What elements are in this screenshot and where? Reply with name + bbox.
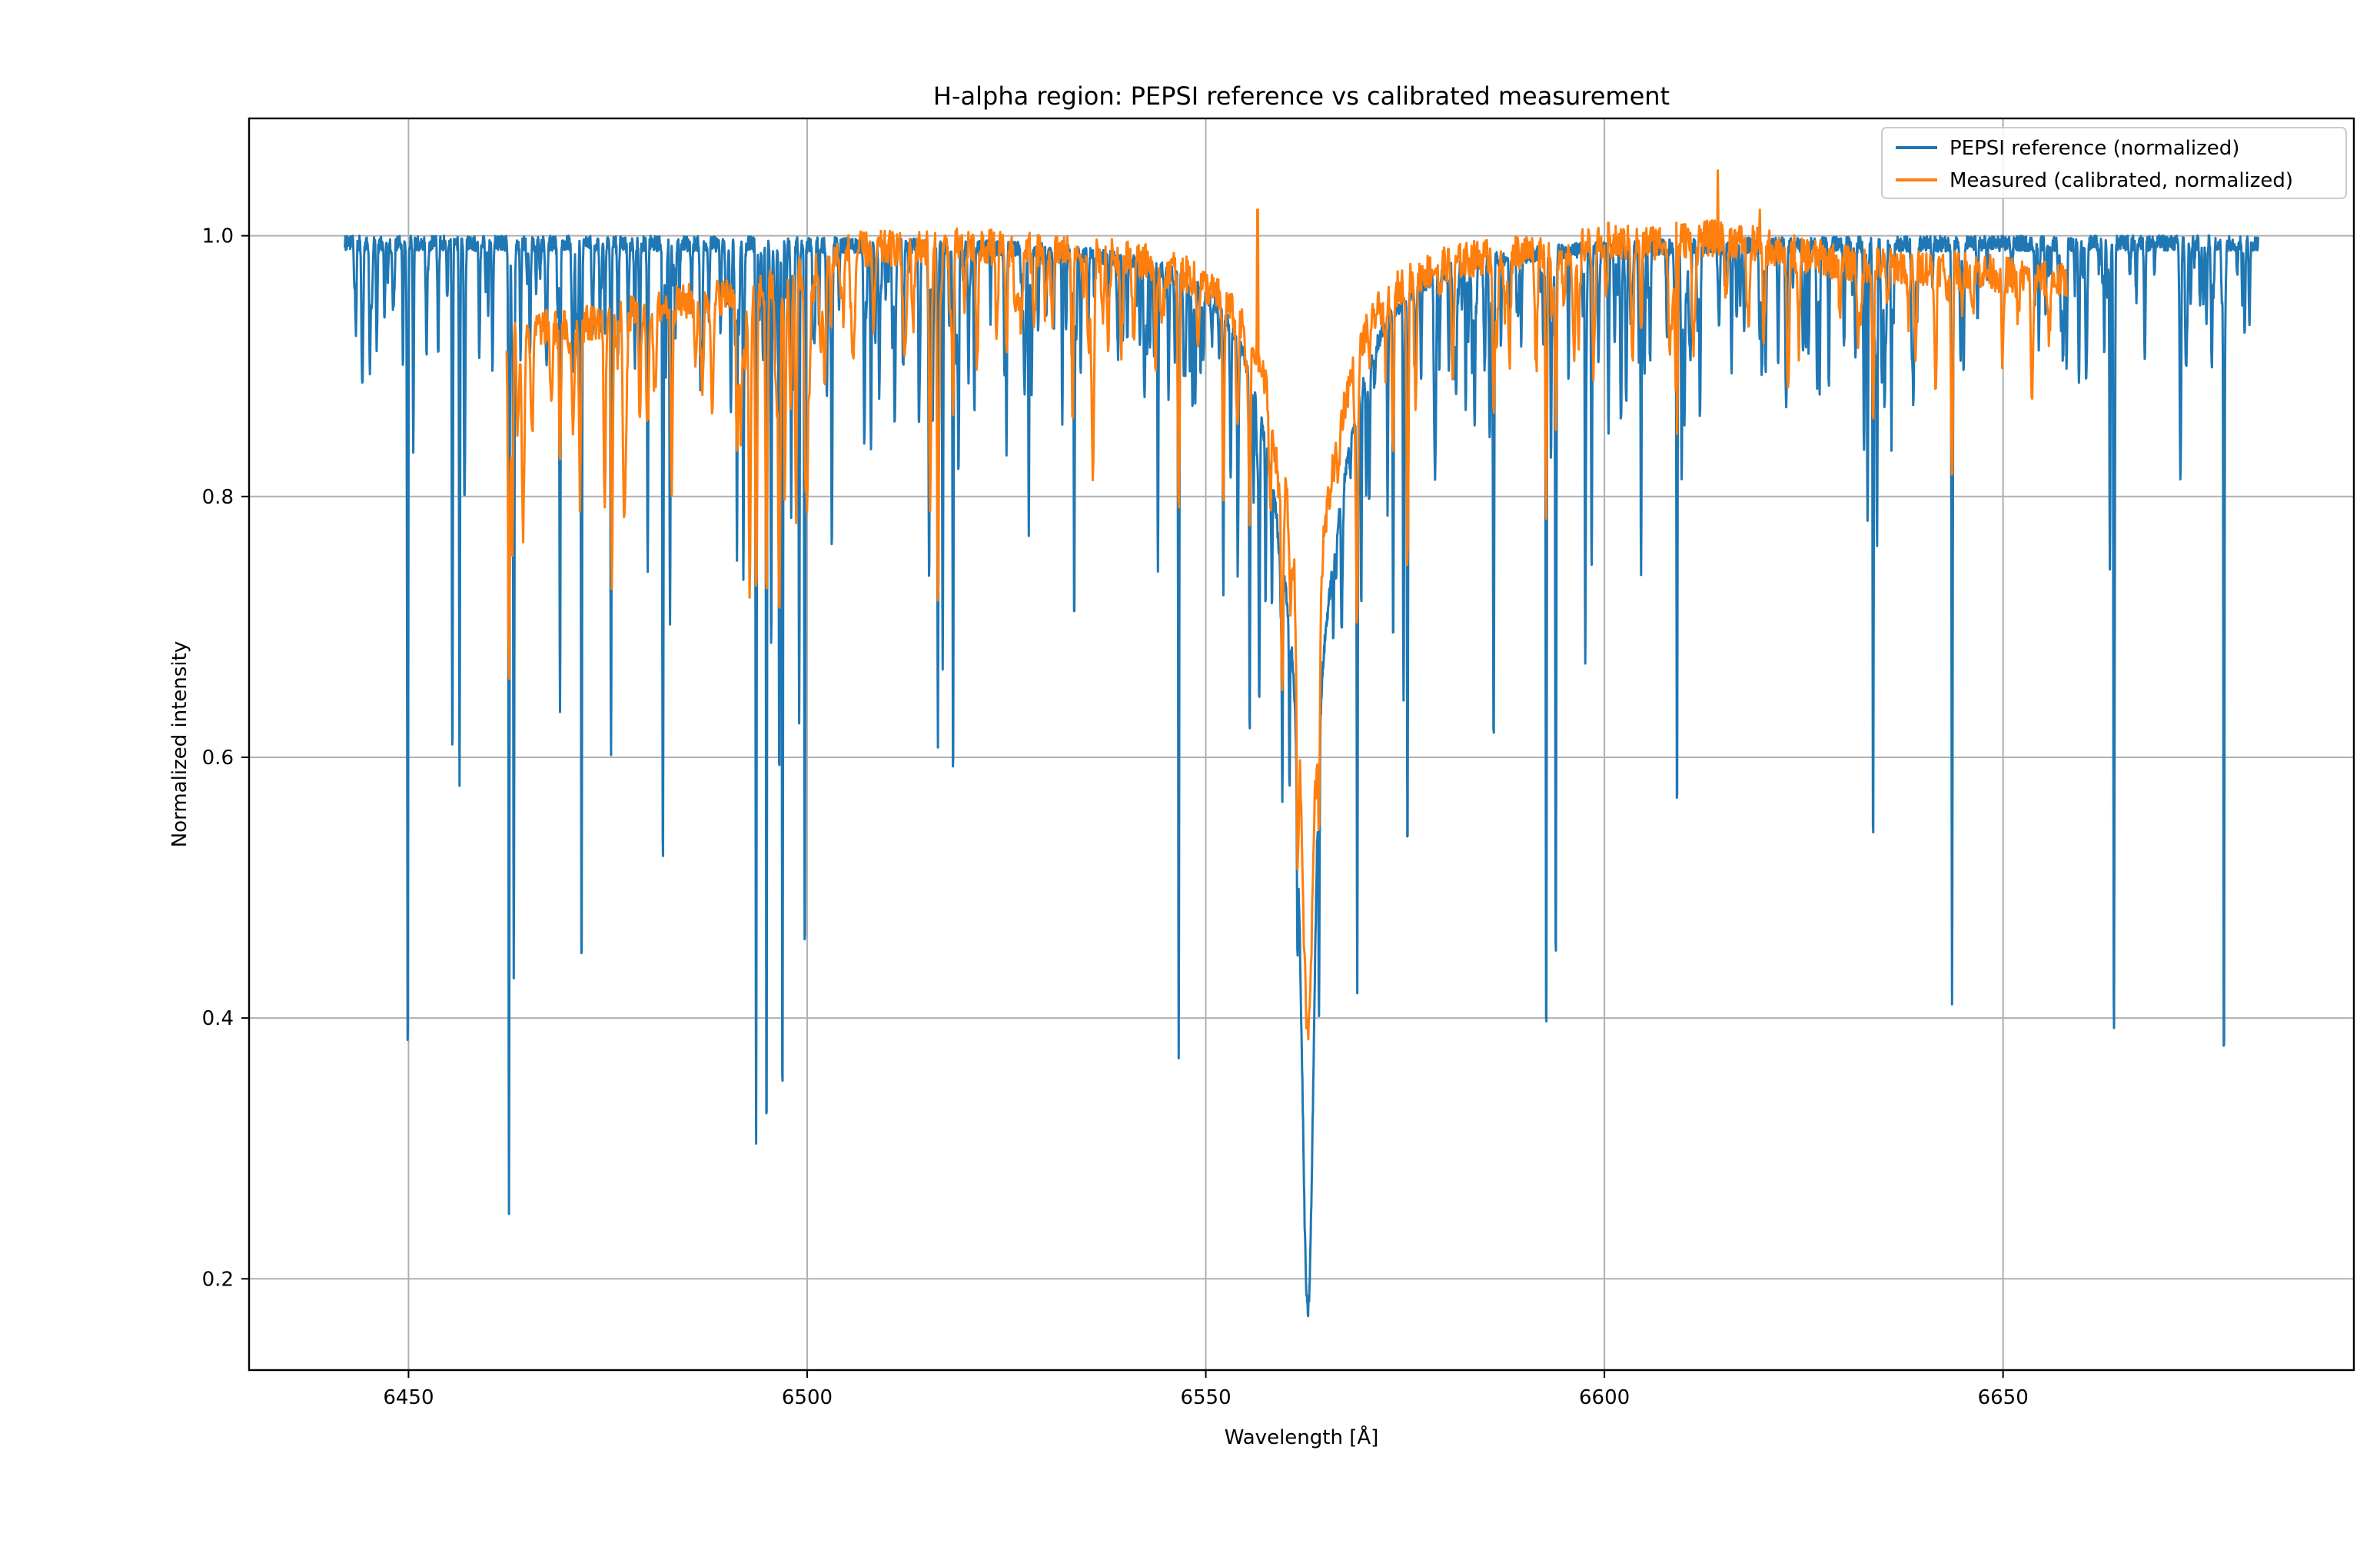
series-line-measured <box>505 169 2068 1041</box>
x-axis-label: Wavelength [Å] <box>1225 1425 1379 1449</box>
x-axis-ticks: 6450 6500 6550 6600 6650 <box>383 1370 2029 1409</box>
series-line-pepsi <box>344 234 2259 1318</box>
x-tick-label: 6550 <box>1180 1386 1231 1409</box>
y-tick-label: 0.2 <box>202 1268 234 1291</box>
legend-label-pepsi: PEPSI reference (normalized) <box>1950 137 2239 160</box>
x-tick-label: 6450 <box>383 1386 434 1409</box>
chart-title: H-alpha region: PEPSI reference vs calib… <box>933 81 1670 111</box>
x-tick-label: 6600 <box>1579 1386 1630 1409</box>
series-layer <box>344 169 2259 1318</box>
y-tick-label: 1.0 <box>202 225 234 248</box>
y-tick-label: 0.4 <box>202 1007 234 1030</box>
y-axis-ticks: 0.2 0.4 0.6 0.8 1.0 <box>202 225 249 1291</box>
x-tick-label: 6650 <box>1978 1386 2029 1409</box>
legend-box <box>1881 127 2347 199</box>
x-tick-label: 6500 <box>782 1386 833 1409</box>
legend: PEPSI reference (normalized) Measured (c… <box>1881 127 2347 199</box>
plot-frame <box>248 117 2355 1372</box>
y-tick-label: 0.6 <box>202 747 234 770</box>
y-tick-label: 0.8 <box>202 486 234 509</box>
y-axis-label: Normalized intensity <box>168 641 191 847</box>
legend-label-measured: Measured (calibrated, normalized) <box>1950 169 2293 192</box>
